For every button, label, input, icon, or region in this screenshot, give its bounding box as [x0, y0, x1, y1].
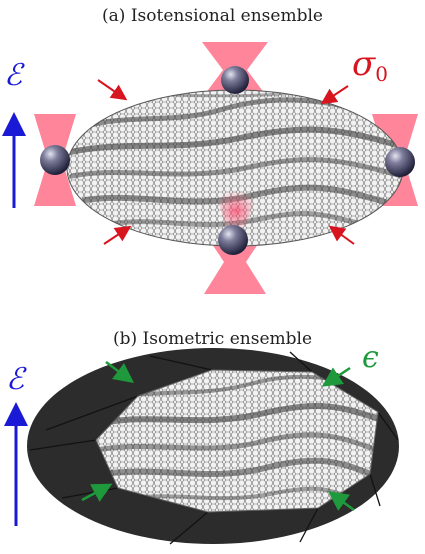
laser-glow-center	[214, 190, 258, 232]
tension-arrow-bottom-left	[103, 225, 132, 245]
tension-arrow-bottom-right	[328, 225, 355, 245]
strain-arrow-top-left	[105, 361, 134, 383]
field-label-a: ℰ	[4, 58, 23, 93]
strain-arrow-bottom-left	[81, 483, 113, 502]
bead-left	[40, 145, 70, 175]
tension-subscript: 0	[375, 62, 388, 86]
bead-right	[385, 147, 415, 177]
bead-top	[221, 66, 249, 94]
field-label-b: ℰ	[6, 362, 25, 397]
tension-label: σ0	[352, 44, 388, 86]
strain-label: ϵ	[362, 340, 379, 375]
panel-a-title: (a) Isotensional ensemble	[102, 6, 323, 26]
laser-beam-bottom	[204, 232, 266, 294]
strain-arrow-bottom-right	[327, 491, 355, 512]
tension-arrow-top-right	[320, 85, 349, 105]
panel-b-diagram	[3, 348, 399, 545]
tension-arrow-top-left	[97, 79, 128, 101]
tension-symbol: σ	[352, 44, 376, 84]
strain-arrow-top-right	[321, 366, 351, 387]
panel-b-title: (b) Isometric ensemble	[112, 329, 313, 349]
bead-bottom	[218, 225, 248, 255]
